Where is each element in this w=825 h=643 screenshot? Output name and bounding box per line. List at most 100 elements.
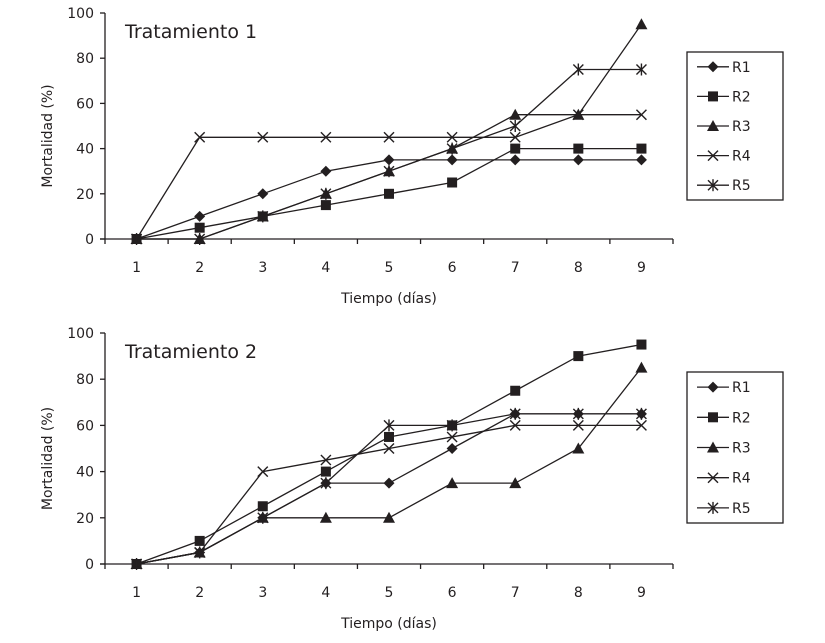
series-r3-markers	[130, 361, 648, 569]
legend-item: R2	[697, 410, 751, 426]
series-r2-markers	[131, 339, 647, 569]
y-axis-title: Mortalidad (%)	[40, 84, 56, 187]
data-point	[509, 407, 521, 420]
data-point	[636, 143, 647, 154]
marker-stroke	[257, 131, 269, 143]
data-point	[319, 511, 332, 523]
y-tick-label: 60	[76, 418, 94, 434]
chart-title: Tratamiento 1	[124, 21, 257, 43]
data-point	[636, 339, 647, 350]
data-point	[573, 143, 584, 154]
data-point	[320, 454, 332, 466]
data-point	[635, 361, 648, 373]
legend-label: R1	[732, 380, 751, 396]
data-point	[257, 188, 269, 200]
data-point	[257, 466, 269, 478]
data-point	[572, 407, 584, 420]
marker-stroke	[194, 131, 206, 143]
data-point	[446, 431, 458, 443]
marker-stroke	[320, 454, 332, 466]
data-point	[383, 443, 395, 454]
legend-item: R4	[697, 149, 751, 165]
data-point	[446, 131, 458, 143]
x-tick-label: 8	[574, 260, 583, 276]
series-r5-markers	[131, 407, 647, 570]
data-point	[320, 466, 331, 477]
chart-title: Tratamiento 2	[124, 341, 257, 363]
data-point	[572, 419, 584, 431]
x-tick-label: 1	[132, 260, 141, 276]
marker-stroke	[383, 131, 395, 143]
data-point	[509, 120, 521, 132]
legend-label: R4	[732, 471, 751, 487]
x-tick-label: 8	[574, 585, 583, 601]
x-tick-label: 5	[385, 585, 394, 601]
legend-label: R4	[732, 149, 751, 165]
legend-item: R5	[697, 501, 751, 517]
data-point	[194, 222, 205, 233]
data-point	[635, 419, 647, 431]
data-point	[383, 511, 395, 523]
legend-marker	[707, 441, 719, 453]
chart-panel-2: 0 20 40 60 80 100 1 2 3 4 5 6 7 8 9 Tiempo (días) Mortal…	[40, 326, 784, 632]
legend-marker	[707, 501, 719, 514]
data-point	[320, 131, 332, 143]
series-line	[136, 424, 642, 565]
legend-label: R2	[732, 410, 751, 426]
y-tick-label: 0	[85, 232, 94, 248]
data-point	[447, 177, 458, 188]
legend-label: R5	[732, 178, 751, 194]
data-point	[446, 477, 459, 489]
legend-item: R5	[697, 178, 751, 194]
y-tick-label: 40	[76, 465, 94, 481]
data-point	[320, 165, 332, 177]
data-point	[573, 351, 584, 362]
series-r3-markers	[130, 18, 648, 244]
data-point	[510, 385, 521, 396]
legend-marker	[708, 91, 718, 102]
data-point	[194, 535, 205, 546]
y-tick-label: 20	[76, 187, 94, 203]
x-tick-label: 7	[511, 585, 520, 601]
legend-marker	[708, 412, 718, 423]
data-point	[131, 233, 143, 245]
data-point	[194, 546, 206, 559]
series-r5	[136, 68, 642, 240]
marker-stroke	[509, 131, 521, 143]
marker-stroke	[320, 131, 332, 143]
data-point	[384, 431, 394, 442]
data-point	[446, 154, 458, 166]
series-line	[136, 343, 642, 565]
y-tick-label: 0	[85, 557, 94, 573]
legend-label: R2	[732, 89, 751, 105]
data-point	[384, 188, 394, 199]
marker-stroke	[383, 443, 395, 454]
legend-label: R1	[732, 60, 751, 76]
data-point	[320, 200, 331, 211]
data-point	[572, 109, 584, 121]
marker-stroke	[509, 419, 521, 431]
x-tick-label: 4	[321, 260, 330, 276]
x-tick-label: 7	[511, 260, 520, 276]
data-point	[383, 165, 395, 178]
x-tick-label: 9	[637, 260, 646, 276]
data-point	[383, 154, 395, 166]
legend-marker	[707, 472, 719, 484]
y-tick-label: 80	[76, 51, 94, 67]
data-point	[509, 154, 521, 166]
x-tick-label: 6	[448, 260, 457, 276]
series-r3	[136, 23, 642, 240]
x-tick-label: 3	[258, 585, 267, 601]
y-tick-label: 60	[76, 96, 94, 112]
legend-item: R1	[697, 60, 751, 76]
legend-marker	[707, 150, 719, 162]
data-point	[509, 108, 522, 120]
data-point	[509, 131, 521, 143]
marker-stroke	[707, 472, 719, 484]
data-point	[383, 131, 395, 143]
data-point	[635, 109, 647, 121]
data-point	[446, 142, 458, 155]
data-point	[257, 131, 269, 143]
data-point	[320, 477, 332, 490]
